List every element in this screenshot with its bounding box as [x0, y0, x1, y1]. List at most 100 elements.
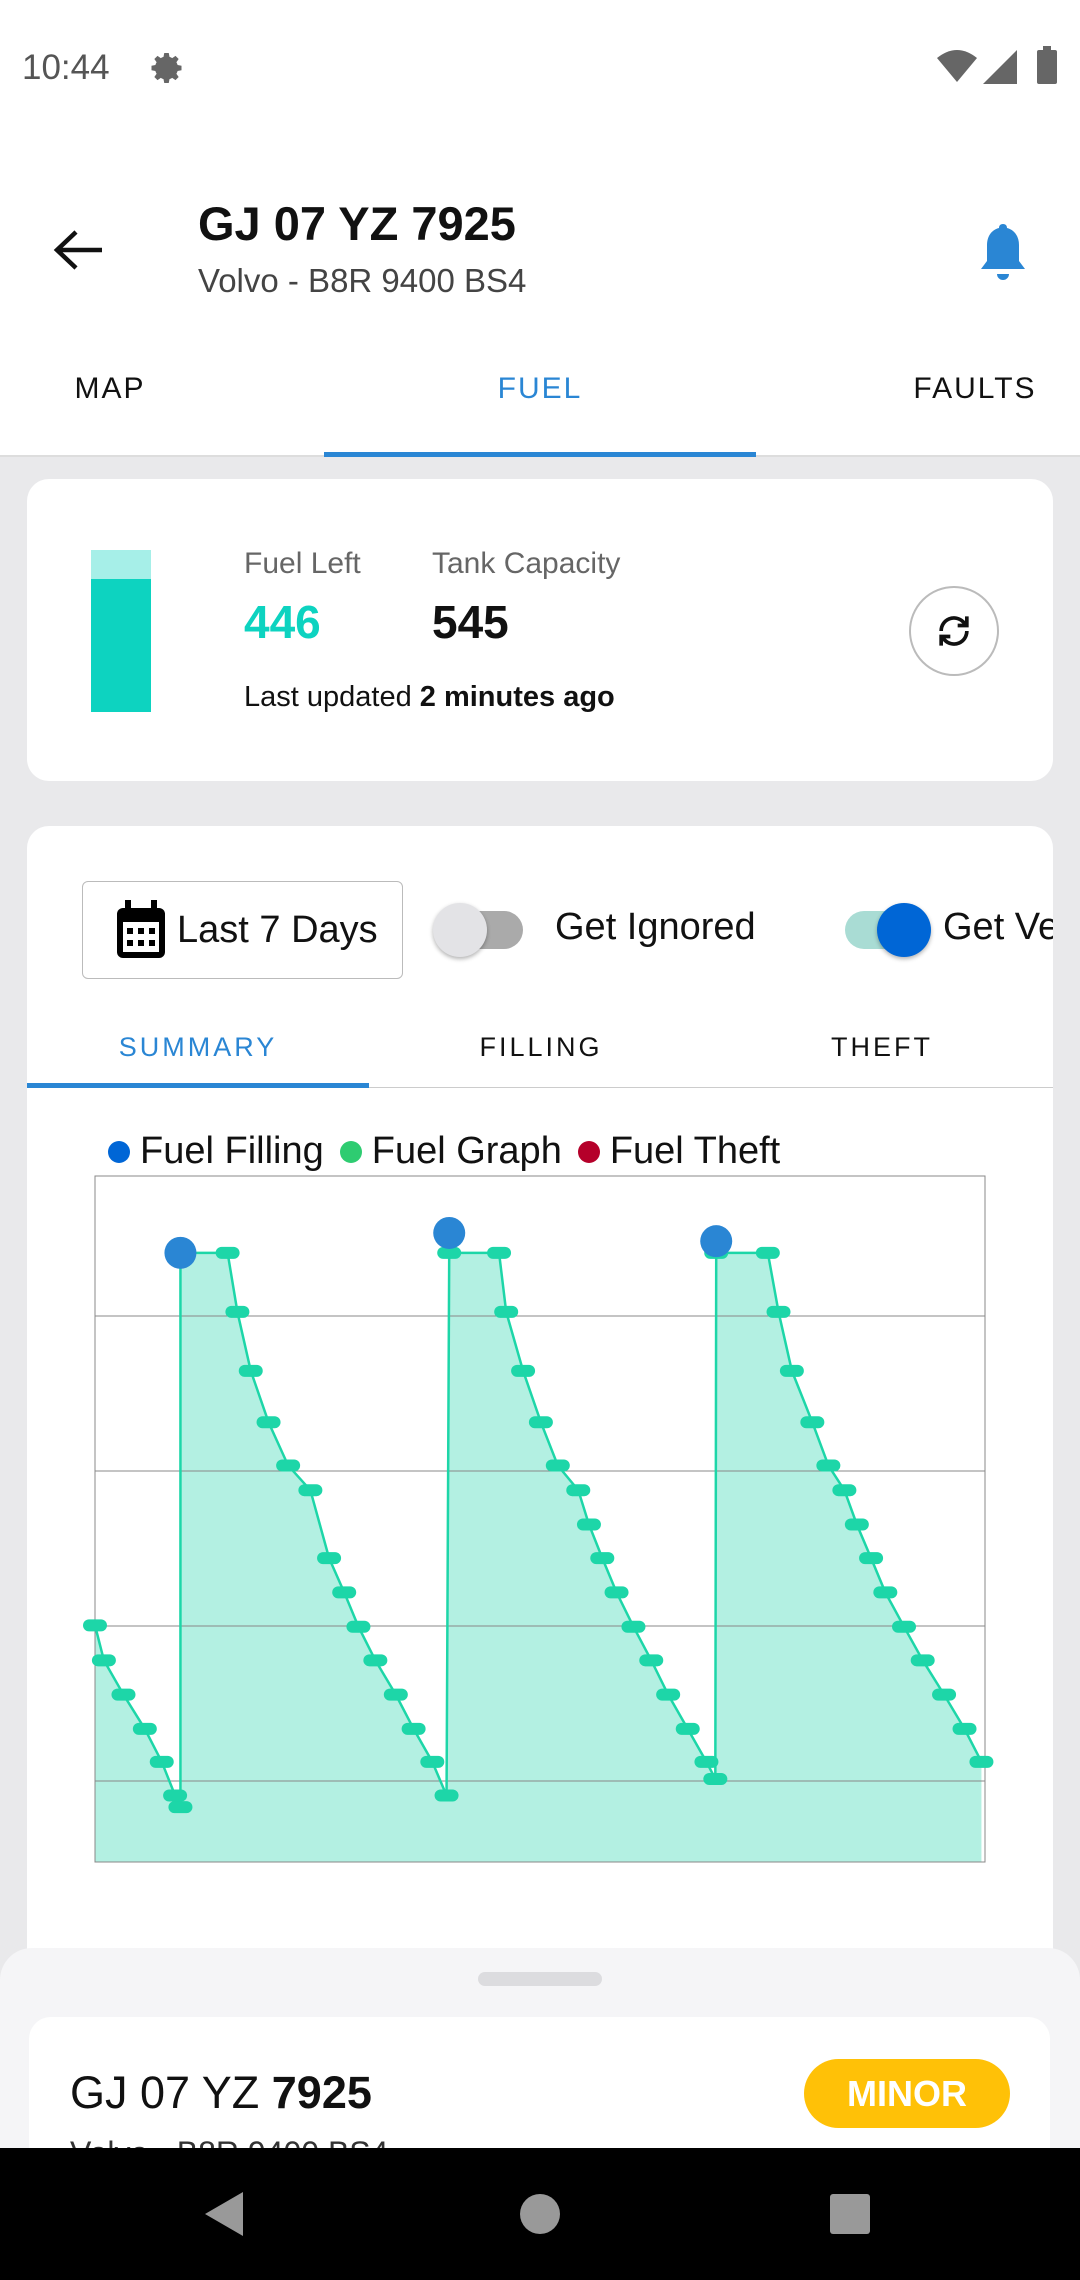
fuel-graph-point [163, 1789, 188, 1802]
fuel-graph-point [332, 1586, 357, 1599]
fuel-graph-point [656, 1688, 681, 1701]
fuel-graph-point [892, 1620, 917, 1633]
toggle-get-ve[interactable] [845, 903, 931, 957]
fuel-graph-point [168, 1801, 193, 1814]
fuel-graph-point [83, 1619, 107, 1632]
legend-label: Fuel Theft [609, 1130, 781, 1172]
toggle-thumb [877, 903, 931, 957]
legend-dot-filling [108, 1140, 130, 1163]
fuel-graph-point [873, 1586, 898, 1599]
subtab-summary[interactable]: SUMMARY [118, 1032, 278, 1062]
fuel-graph-point [621, 1620, 646, 1633]
fuel-graph-point [952, 1722, 977, 1735]
fuel-graph-point [437, 1246, 462, 1259]
status-time: 10:44 [22, 48, 110, 87]
fuel-left-value: 446 [244, 596, 321, 648]
date-range-label: Last 7 Days [177, 908, 378, 951]
plate-prefix: GJ 07 YZ [70, 2067, 260, 2118]
subtab-filling[interactable]: FILLING [479, 1032, 603, 1062]
fuel-graph-point [755, 1246, 780, 1259]
fuel-graph-point [276, 1459, 301, 1472]
fuel-graph-area [95, 1252, 982, 1862]
fuel-filling-point [700, 1225, 733, 1258]
fuel-graph-point [511, 1364, 536, 1377]
fuel-graph-point [576, 1518, 601, 1531]
fuel-filling-point [164, 1236, 197, 1269]
nav-home-icon[interactable] [520, 2194, 560, 2234]
fuel-graph-point [639, 1654, 664, 1667]
fuel-graph-point [111, 1688, 136, 1701]
tab-faults[interactable]: FAULTS [913, 372, 1037, 405]
wifi-icon [937, 50, 977, 82]
legend-dot-graph [339, 1140, 362, 1163]
plot-frame [94, 1175, 986, 1863]
tab-indicator [324, 452, 756, 457]
severity-badge: MINOR [804, 2059, 1010, 2128]
fuel-graph-point [298, 1484, 323, 1497]
get-ve-label: Get Ve [943, 906, 1053, 948]
fuel-graph-point [545, 1459, 570, 1472]
sheet-drag-handle[interactable] [478, 1972, 602, 1986]
fuel-gauge-fill [91, 579, 151, 712]
battery-icon [1037, 46, 1057, 84]
fuel-graph-point [910, 1654, 935, 1667]
fuel-graph-point [487, 1246, 512, 1259]
fuel-graph-point [238, 1364, 263, 1377]
fuel-chart [83, 1175, 994, 1863]
fuel-graph-point [346, 1620, 371, 1633]
nav-recents-icon[interactable] [830, 2194, 870, 2234]
tank-capacity-value: 545 [432, 596, 509, 648]
fuel-graph-point [434, 1789, 459, 1802]
fuel-graph-point [317, 1552, 342, 1565]
refresh-button[interactable] [909, 586, 999, 676]
plate-number: 7925 [271, 2067, 372, 2118]
fuel-graph-point [363, 1654, 388, 1667]
fuel-graph-point [932, 1688, 957, 1701]
get-ignored-label: Get Ignored [555, 906, 756, 948]
fuel-graph-point [256, 1416, 281, 1429]
back-arrow-icon[interactable] [52, 228, 104, 272]
fuel-graph-point [800, 1416, 825, 1429]
fuel-graph-point [694, 1755, 719, 1768]
status-bar: 10:44 [0, 0, 1080, 130]
fuel-graph-point [383, 1688, 408, 1701]
fuel-graph-point [420, 1755, 445, 1768]
nav-bar [0, 2148, 1080, 2280]
app-bar [0, 130, 1080, 457]
chart-legend: Fuel Filling Fuel Graph Fuel Theft [108, 1130, 780, 1173]
tank-capacity-label: Tank Capacity [432, 547, 621, 580]
calendar-icon [117, 900, 165, 958]
fuel-graph-point [528, 1416, 553, 1429]
fuel-summary-card [27, 479, 1053, 781]
subtab-divider [27, 1087, 1053, 1088]
legend-dot-theft [577, 1140, 600, 1163]
vehicle-plate: GJ 07 YZ 7925 [70, 2067, 372, 2119]
fuel-graph-point [91, 1654, 116, 1667]
fuel-graph-point [225, 1305, 250, 1318]
last-updated: Last updated 2 minutes ago [244, 681, 615, 714]
legend-label: Fuel Filling [140, 1130, 324, 1172]
nav-back-icon[interactable] [205, 2192, 245, 2236]
tab-fuel[interactable]: FUEL [497, 372, 583, 405]
subtab-theft[interactable]: THEFT [831, 1032, 933, 1062]
fuel-graph-point [566, 1484, 591, 1497]
toggle-get-ignored[interactable] [433, 903, 523, 957]
fuel-graph-point [494, 1305, 519, 1318]
fuel-graph-point [859, 1552, 884, 1565]
cell-signal-icon [983, 50, 1017, 84]
date-range-button[interactable]: Last 7 Days [82, 881, 403, 979]
fuel-left-label: Fuel Left [244, 547, 361, 580]
fuel-graph-point [766, 1305, 791, 1318]
fuel-graph-point [675, 1722, 700, 1735]
fuel-graph-point [779, 1364, 804, 1377]
tab-map[interactable]: MAP [74, 372, 146, 405]
refresh-icon [939, 616, 969, 646]
fuel-gauge [91, 550, 151, 712]
vehicle-title: GJ 07 YZ 7925 [198, 197, 516, 250]
vehicle-subtitle: Volvo - B8R 9400 BS4 [198, 262, 527, 299]
bell-icon[interactable] [977, 222, 1029, 284]
gear-icon [151, 53, 182, 83]
fuel-graph-point [969, 1755, 994, 1768]
fuel-graph-point [844, 1518, 869, 1531]
fuel-graph-point [132, 1722, 157, 1735]
